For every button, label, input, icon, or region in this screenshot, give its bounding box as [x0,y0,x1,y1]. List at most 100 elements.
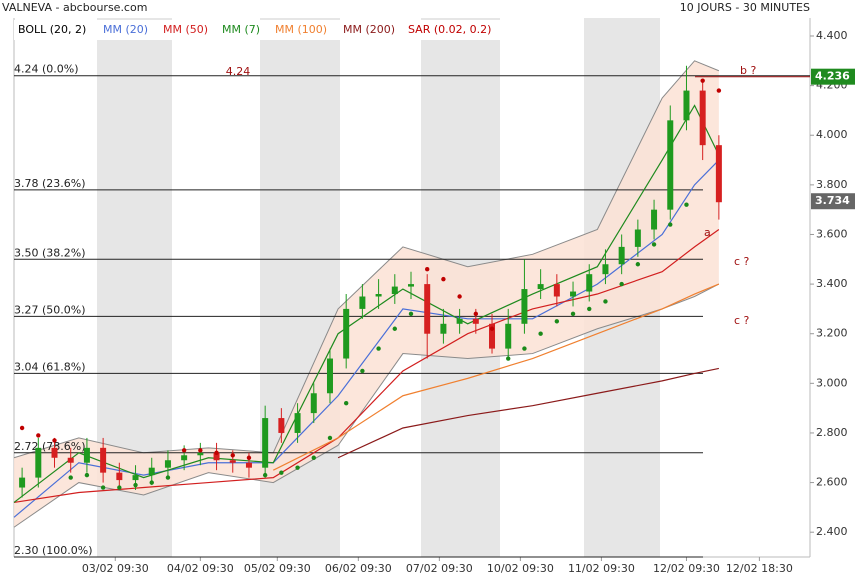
fib-label: 3.27 (50.0%) [14,303,86,316]
plot: 2.400 2.600 2.800 3.000 3.200 3.400 3.600 3.800… [13,29,855,575]
annotation: c ? [734,255,750,268]
y-tick-label: 2.800 [816,426,848,439]
candle-body [132,475,139,481]
bollinger-fill [14,60,719,528]
candle-body [699,90,706,146]
fib-label: 4.24 (0.0%) [14,63,79,76]
sar-dot [425,267,430,272]
sar-dot [506,356,511,361]
annotation: 4.24 [226,65,251,78]
moving-average [337,367,719,459]
fib-label: 3.78 (23.6%) [14,177,86,190]
sar-dot [19,425,25,431]
annotation: a [704,226,711,239]
sar-dot [684,202,689,207]
x-tick-label: 06/02 09:30 [325,562,392,575]
candle-body [667,120,674,210]
candle-body [100,447,107,473]
candle-body [19,477,26,488]
sar-dot [68,475,73,480]
candle-body [634,229,641,247]
candle-body [213,452,220,461]
y-tick-label: 3.000 [816,376,848,389]
candle-body [229,460,236,463]
sar-dot [619,281,624,287]
sar-dot [376,346,381,351]
price-tag [811,193,855,210]
legend-background [14,20,504,40]
moving-average [13,159,720,518]
candle-body [116,472,123,481]
sar-dot [392,326,397,331]
sar-dot [100,485,106,490]
candle-body [197,452,204,456]
candle-body [83,447,90,463]
candle-body [164,460,171,468]
sar-dot [343,400,349,406]
y-tick-label: 3.200 [816,327,848,340]
x-tick-label: 12/02 09:30 [653,562,720,575]
sar-dot [554,319,560,324]
annotation: c ? [734,314,750,327]
y-tick-label: 4.000 [816,128,848,141]
y-tick-label: 4.400 [816,29,848,42]
candle-body [310,393,317,414]
fib-label: 2.30 (100.0%) [14,544,93,557]
candle-body [245,462,252,468]
legend-entry: MM (50) [163,23,208,36]
y-tick-label: 3.600 [816,227,848,240]
y-tick-label: 2.600 [816,476,848,489]
candle-body [618,246,625,265]
candle-body [148,467,155,476]
x-tick-label: 07/02 09:30 [406,562,473,575]
candle-body [456,318,463,324]
candle-body [326,358,333,394]
candle-body [359,296,366,309]
x-tick-label: 04/02 09:30 [167,562,234,575]
candle-body [181,455,188,461]
sar-dot [149,480,154,485]
candle-body [343,308,350,359]
candle-body [35,447,42,478]
candle-body [440,323,447,334]
price-tag-label: 4.236 [815,70,850,83]
moving-average [13,229,720,504]
sar-dot [570,311,576,317]
x-tick-label: 12/02 18:30 [726,562,793,575]
sar-dot [457,294,462,299]
sar-dot [214,450,219,455]
annotation: b ? [740,64,756,77]
sar-dot [441,276,446,282]
candle-body [489,323,496,349]
sar-dot [700,78,705,83]
sar-dot [668,222,673,227]
sar-dot [489,326,495,331]
price-tag [811,68,855,85]
candle-body [424,284,431,334]
candle-body [602,264,609,275]
fib-label: 3.04 (61.8%) [14,360,86,373]
legend-entry: BOLL (20, 2) [18,23,86,36]
sar-dot [181,448,187,453]
sar-dot [603,299,608,304]
sar-dot [522,346,527,351]
sar-dot [587,306,592,312]
candle-body [505,323,512,349]
x-tick-label: 05/02 09:30 [244,562,311,575]
candle-body [294,413,301,433]
candle-body [51,447,58,458]
candle-body [472,318,479,324]
legend-entry: MM (200) [343,23,395,36]
candle-body [67,457,74,463]
legend-entry: SAR (0.02, 0.2) [408,23,491,36]
y-tick-label: 3.400 [816,277,848,290]
sar-dot [408,311,414,317]
legend-entry: MM (7) [222,23,260,36]
sar-dot [133,482,138,488]
sar-dot [473,311,479,317]
moving-average [272,283,720,471]
candle-body [570,291,577,297]
y-tick-label: 3.800 [816,178,848,191]
candle-body [278,418,285,433]
